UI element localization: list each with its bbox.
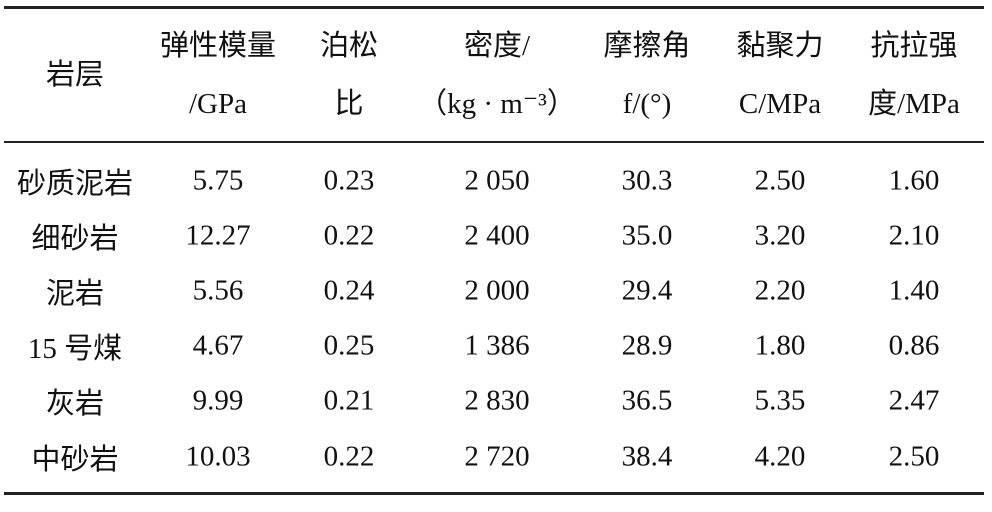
header-cell: 摩擦角 f/(°) (603, 17, 690, 133)
table-cell: 38.4 (621, 440, 673, 473)
row-label: 细砂岩 (31, 223, 119, 255)
header-text: 摩擦角 (603, 30, 691, 62)
row-label: 中砂岩 (31, 444, 119, 476)
table-cell: 1 386 (464, 329, 530, 362)
table-cell: 0.86 (888, 329, 940, 362)
table-cell: 12.27 (185, 219, 251, 252)
header-text: 比 (334, 88, 364, 120)
header-cell: 黏聚力 C/MPa (736, 17, 823, 133)
table-cell: 1.80 (754, 329, 806, 362)
table-cell: 28.9 (621, 329, 673, 362)
header-cell: 岩层 (46, 46, 104, 104)
table-cell: 2.50 (888, 440, 940, 473)
table-cell: 10.03 (185, 440, 251, 473)
header-text: 密度/ (463, 30, 531, 62)
header-text: 抗拉强 (870, 30, 958, 62)
table-cell: 35.0 (621, 219, 673, 252)
header-text: 弹性模量 (159, 30, 277, 62)
table-cell: 36.5 (621, 384, 673, 417)
header-cell: 泊松比 (320, 17, 378, 133)
header-text: 黏聚力 (736, 30, 824, 62)
header-text: f/(°) (622, 88, 672, 120)
table-cell: 0.23 (323, 164, 375, 197)
table-cell: 3.20 (754, 219, 806, 252)
table-cell: 0.25 (323, 329, 375, 362)
header-cell: 抗拉强度/MPa (868, 17, 960, 133)
header-text: 岩层 (45, 59, 105, 91)
table-cell: 0.22 (323, 440, 375, 473)
row-label: 15 号煤 (27, 333, 123, 365)
table-cell: 2.47 (888, 384, 940, 417)
table-cell: 0.21 (323, 384, 375, 417)
table-cell: 2 050 (464, 164, 530, 197)
table-cell: 30.3 (621, 164, 673, 197)
header-text: /GPa (188, 88, 247, 120)
header-text: C/MPa (738, 88, 822, 120)
table-cell: 2 000 (464, 274, 530, 307)
header-text: 度/MPa (868, 88, 960, 120)
table-cell: 1.60 (888, 164, 940, 197)
table-cell: 5.35 (754, 384, 806, 417)
header-cell: 密度/ （kg · m⁻³） (418, 17, 576, 133)
row-label: 砂质泥岩 (16, 168, 134, 200)
header-cell: 弹性模量/GPa (160, 17, 276, 133)
header-text: 泊松 (319, 30, 379, 62)
table-cell: 2.10 (888, 219, 940, 252)
table-cell: 29.4 (621, 274, 673, 307)
table-cell: 9.99 (192, 384, 244, 417)
top-rule (4, 6, 984, 9)
table-cell: 5.75 (192, 164, 244, 197)
table-cell: 4.20 (754, 440, 806, 473)
table-cell: 2.50 (754, 164, 806, 197)
table-cell: 2 720 (464, 440, 530, 473)
header-text: （kg · m⁻³） (418, 88, 576, 120)
bottom-rule (4, 492, 984, 495)
row-label: 灰岩 (45, 388, 105, 420)
table-cell: 2 830 (464, 384, 530, 417)
table-cell: 2.20 (754, 274, 806, 307)
header-rule (4, 141, 984, 143)
table-cell: 0.24 (323, 274, 375, 307)
table-cell: 4.67 (192, 329, 244, 362)
table-cell: 2 400 (464, 219, 530, 252)
table-cell: 1.40 (888, 274, 940, 307)
table-cell: 5.56 (192, 274, 244, 307)
row-label: 泥岩 (45, 278, 105, 310)
table-cell: 0.22 (323, 219, 375, 252)
